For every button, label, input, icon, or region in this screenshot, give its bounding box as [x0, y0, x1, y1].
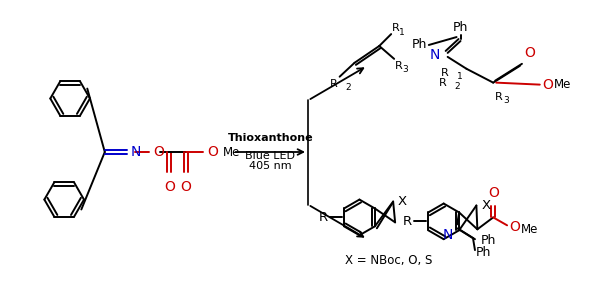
Text: 1: 1 — [399, 28, 405, 37]
Text: R: R — [495, 92, 503, 102]
Text: O: O — [509, 220, 520, 234]
Text: Ph: Ph — [412, 39, 427, 51]
Text: X = NBoc, O, S: X = NBoc, O, S — [344, 254, 432, 268]
Text: Ph: Ph — [481, 234, 496, 247]
Text: O: O — [524, 46, 535, 60]
Text: Blue LED: Blue LED — [245, 151, 295, 161]
Text: 2: 2 — [346, 83, 351, 92]
Text: Me: Me — [223, 146, 240, 158]
Text: R: R — [395, 61, 403, 71]
Text: 2: 2 — [455, 82, 460, 91]
Text: R: R — [403, 215, 412, 228]
Text: N: N — [443, 228, 453, 242]
Text: 1: 1 — [457, 72, 463, 81]
Text: R: R — [441, 68, 449, 78]
Text: R: R — [330, 79, 338, 89]
Text: Ph: Ph — [453, 21, 468, 34]
Text: Me: Me — [554, 78, 571, 91]
Text: N: N — [131, 145, 141, 159]
Text: R: R — [319, 211, 328, 224]
Text: X: X — [481, 199, 490, 212]
Text: Ph: Ph — [476, 246, 491, 259]
Text: O: O — [164, 180, 175, 194]
Text: N: N — [430, 48, 440, 62]
Text: O: O — [542, 78, 553, 92]
Text: R: R — [439, 78, 446, 88]
Text: Thioxanthone: Thioxanthone — [227, 133, 313, 143]
Text: R: R — [392, 23, 400, 33]
Text: X: X — [398, 195, 407, 208]
Text: O: O — [181, 180, 191, 194]
Text: O: O — [154, 145, 164, 159]
Text: 3: 3 — [503, 96, 509, 105]
Text: 405 nm: 405 nm — [249, 161, 292, 171]
Text: O: O — [488, 185, 499, 199]
Text: 3: 3 — [402, 65, 408, 74]
Text: Me: Me — [521, 223, 538, 236]
Text: O: O — [207, 145, 218, 159]
